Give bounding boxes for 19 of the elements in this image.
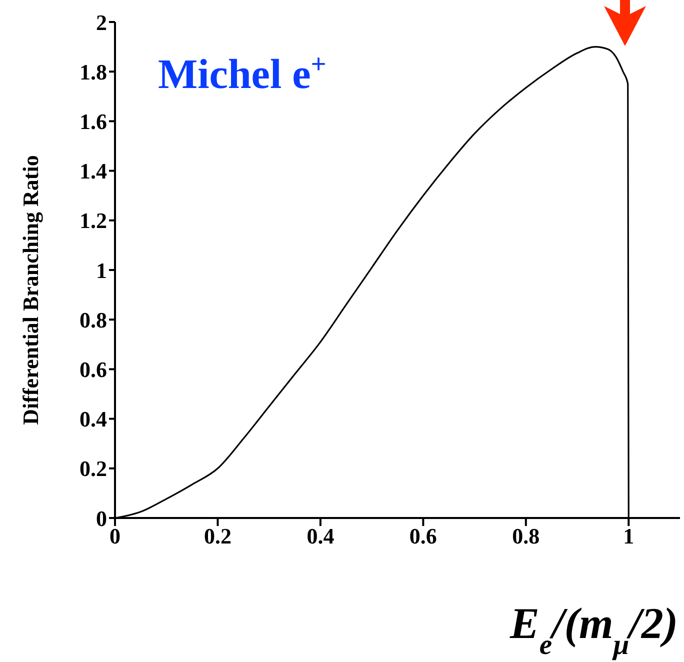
y-tick-label: 0.8 xyxy=(80,307,107,332)
y-tick-label: 1.8 xyxy=(80,59,107,84)
x-tick-label: 0.2 xyxy=(204,524,232,549)
x-axis-title: E$_{e}$/(m$_{μ}$/2) xyxy=(509,599,678,660)
y-tick-label: 2 xyxy=(96,10,107,35)
y-tick-label: 0.2 xyxy=(80,456,107,482)
y-tick-label: 1.4 xyxy=(80,158,107,184)
annotation: Michel e$^{+}$ xyxy=(158,49,326,98)
x-tick-label: 0.8 xyxy=(512,524,540,549)
y-tick-label: 1.6 xyxy=(80,109,107,134)
y-tick-label: 1 xyxy=(96,258,107,283)
y-tick-label: 1.2 xyxy=(80,208,107,234)
y-tick-label: 0 xyxy=(96,506,107,531)
y-tick-label: 0.6 xyxy=(80,357,107,382)
x-tick-label: 0.4 xyxy=(306,524,334,549)
x-tick-label: 0.6 xyxy=(409,524,437,549)
y-tick-label: 0.4 xyxy=(80,406,107,432)
y-axis-title: Differential Branching Ratio xyxy=(18,155,43,425)
x-tick-label: 1 xyxy=(623,524,634,549)
